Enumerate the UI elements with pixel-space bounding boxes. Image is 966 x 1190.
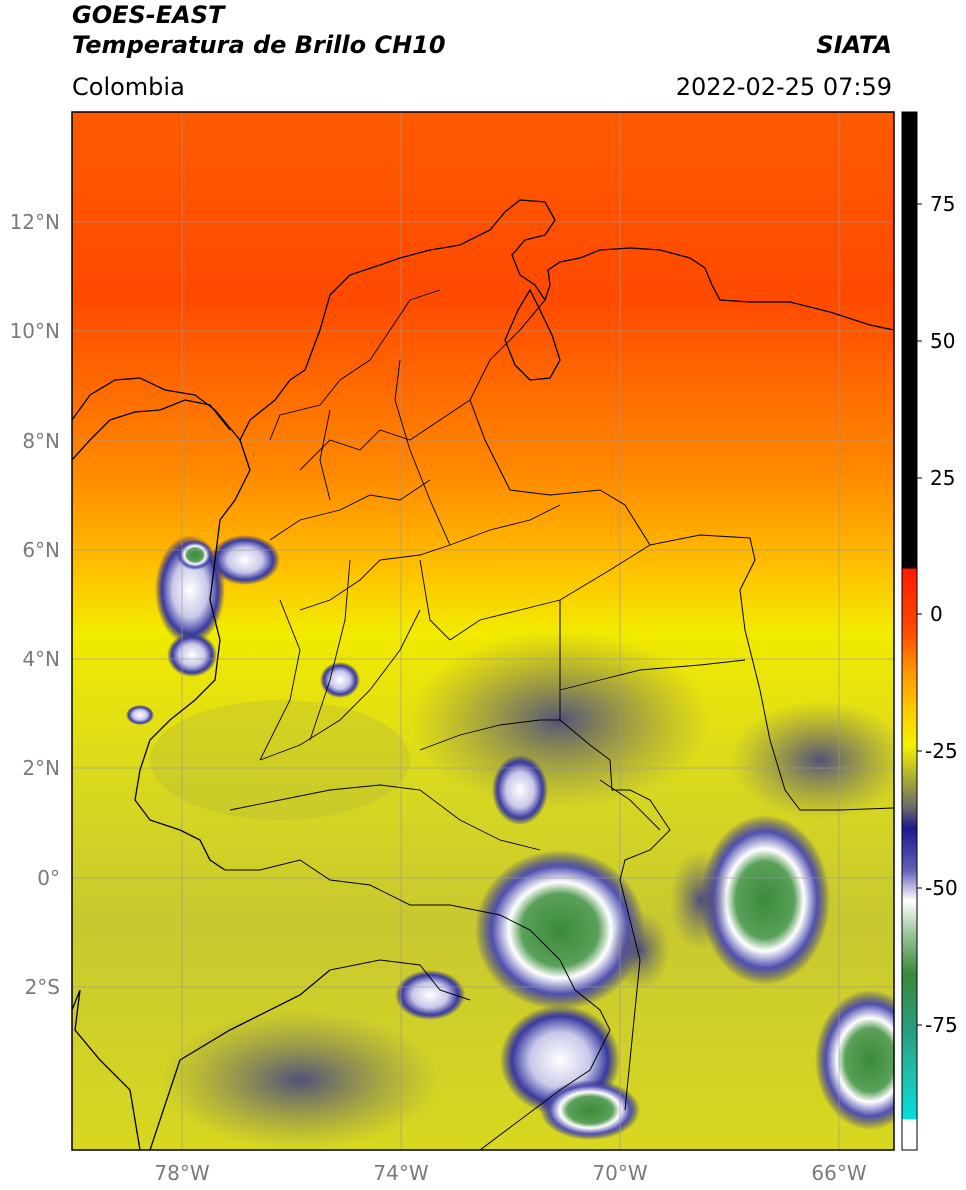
latitude-labels: 12°N 10°N 8°N 6°N 4°N 2°N 0° 2°S xyxy=(10,210,60,999)
convective-cell xyxy=(492,755,548,825)
lon-label: 74°W xyxy=(373,1161,428,1185)
lat-label: 8°N xyxy=(22,429,60,453)
convective-cell xyxy=(320,662,360,698)
colorbar-tick: 50 xyxy=(930,329,955,353)
figure-title: GOES-EAST Temperatura de Brillo CH10 xyxy=(72,0,446,60)
satellite-name: GOES-EAST xyxy=(72,1,225,29)
convective-cell xyxy=(395,970,465,1020)
agency-label: SIATA xyxy=(816,31,892,59)
region-label: Colombia xyxy=(72,73,185,101)
country-borders xyxy=(225,299,894,1150)
lat-label: 0° xyxy=(37,866,60,890)
lat-label: 2°S xyxy=(25,975,60,999)
graticule xyxy=(72,112,894,1150)
convective-cell xyxy=(177,540,213,570)
convective-cell xyxy=(210,535,280,585)
convective-cell xyxy=(815,990,894,1130)
colorbar-tick: -75 xyxy=(925,1013,958,1037)
lon-label: 70°W xyxy=(592,1161,647,1185)
lat-label: 4°N xyxy=(22,647,60,671)
department-borders xyxy=(229,289,746,851)
colorbar-strip xyxy=(901,111,918,1151)
convective-cell xyxy=(167,633,217,677)
lat-label: 12°N xyxy=(10,210,60,234)
lat-label: 2°N xyxy=(22,756,60,780)
longitude-labels: 78°W 74°W 70°W 66°W xyxy=(154,1161,866,1185)
convective-cell xyxy=(540,1080,640,1140)
colorbar-tick: 75 xyxy=(930,192,955,216)
colorbar-tick: -25 xyxy=(925,739,958,763)
colorbar-tick: -50 xyxy=(925,876,958,900)
lat-label: 10°N xyxy=(10,319,60,343)
colorbar-tick: 0 xyxy=(930,602,943,626)
product-name: Temperatura de Brillo CH10 xyxy=(72,31,446,59)
lat-label: 6°N xyxy=(22,538,60,562)
convective-cell xyxy=(700,815,830,985)
map-frame xyxy=(71,111,895,1151)
colorbar-tick: 25 xyxy=(930,466,955,490)
datetime-label: 2022-02-25 07:59 xyxy=(675,73,892,101)
convective-cell xyxy=(475,850,645,1010)
brightness-temperature-field xyxy=(72,112,894,1150)
colorbar: 75 50 25 0 -25 -50 -75 xyxy=(901,111,958,1151)
lon-label: 66°W xyxy=(811,1161,866,1185)
coastlines xyxy=(72,199,894,1150)
lon-label: 78°W xyxy=(154,1161,209,1185)
convective-cell xyxy=(126,705,154,725)
